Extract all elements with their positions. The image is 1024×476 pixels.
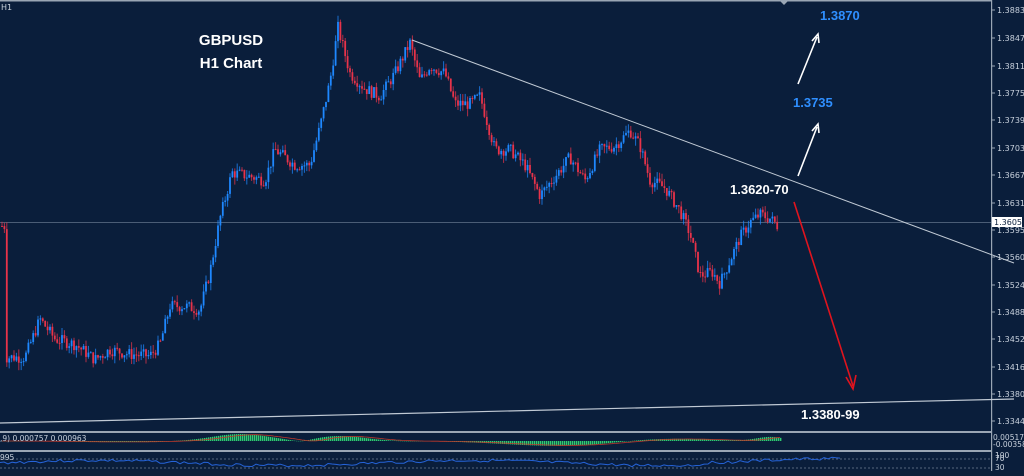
macd-values-label: ,9) 0.000757 0.000963 (0, 434, 87, 443)
price-tick-label: 1.38830 (997, 6, 1024, 15)
arrow-up-to-1-3870-icon (798, 34, 819, 84)
arrow-down-to-support-icon (794, 202, 856, 389)
chart-title-symbol: GBPUSD (199, 32, 263, 49)
resistance-zone-label: 1.3620-70 (730, 182, 789, 197)
price-tick-label: 1.38110 (997, 62, 1024, 71)
candlestick-series (1, 16, 778, 370)
price-tick-label: 1.33805 (997, 390, 1024, 399)
price-tick-label: 1.36675 (997, 171, 1024, 180)
target-label-1-3735: 1.3735 (793, 95, 833, 110)
price-tick-label: 1.37035 (997, 144, 1024, 153)
price-axis-border (991, 0, 992, 471)
current-price-value: 1.36051 (994, 218, 1024, 227)
ascending-support-trendline[interactable] (0, 399, 1014, 423)
price-tick-label: 1.35955 (997, 226, 1024, 235)
descending-trendline[interactable] (412, 40, 1014, 263)
price-tick-label: 1.37390 (997, 116, 1024, 125)
rsi-axis-70: 70 (995, 454, 1005, 463)
macd-panel (2, 434, 781, 446)
price-tick-label: 1.37750 (997, 89, 1024, 98)
price-axis[interactable]: 1.38830 1.38470 1.38110 1.37750 1.37390 1.370… (991, 6, 1024, 426)
price-tick-label: 1.34160 (997, 363, 1024, 372)
current-price-line (0, 222, 991, 223)
price-tick-label: 1.34520 (997, 335, 1024, 344)
support-zone-label: 1.3380-99 (801, 407, 860, 422)
chart-top-border (0, 0, 992, 2)
rsi-value-label: 995 (0, 453, 15, 462)
price-tick-label: 1.36315 (997, 199, 1024, 208)
target-label-1-3870: 1.3870 (820, 8, 860, 23)
timeframe-corner-label: H1 (1, 3, 12, 12)
arrow-up-to-1-3735-icon (798, 124, 819, 176)
macd-panel-top-border (0, 431, 991, 433)
price-tick-label: 1.35240 (997, 281, 1024, 290)
price-tick-label: 1.33445 (997, 417, 1024, 426)
rsi-panel-top-border (0, 450, 991, 452)
macd-axis-bottom: -0.003581 (993, 440, 1024, 449)
price-tick-label: 1.38470 (997, 34, 1024, 43)
rsi-axis-30: 30 (995, 463, 1005, 471)
price-tick-label: 1.35600 (997, 253, 1024, 262)
price-tick-label: 1.34880 (997, 308, 1024, 317)
chart-shift-marker-icon[interactable] (780, 1, 788, 5)
chart-title-timeframe: H1 Chart (200, 55, 263, 72)
